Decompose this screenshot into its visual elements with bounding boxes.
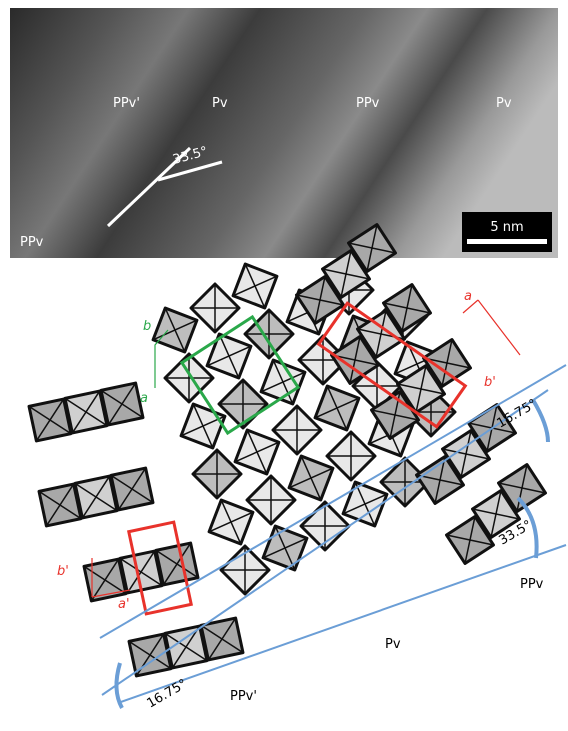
axis-label: a bbox=[464, 289, 472, 304]
axis-label: b' bbox=[484, 375, 496, 390]
phase-label: Pv bbox=[385, 637, 401, 652]
axis-arrow bbox=[463, 300, 520, 355]
polyhedron bbox=[247, 476, 295, 524]
axis-label: a' bbox=[118, 597, 130, 612]
angle-label: 16.75° bbox=[145, 677, 190, 712]
axis-label: b' bbox=[57, 564, 69, 579]
polyhedron bbox=[191, 284, 239, 332]
polyhedron bbox=[165, 354, 213, 402]
phase-label: PPv' bbox=[113, 96, 140, 111]
polyhedron bbox=[327, 432, 375, 480]
polyhedron bbox=[219, 380, 267, 428]
figure: PPv' Pv PPv Pv PPv 33.5° 5 nm b a a b' b… bbox=[0, 0, 568, 731]
phase-label: Pv bbox=[212, 96, 228, 111]
page: PPv' Pv PPv Pv PPv 33.5° 5 nm b a a b' b… bbox=[0, 0, 568, 731]
phase-label: PPv bbox=[20, 235, 44, 250]
phase-label: PPv bbox=[356, 96, 380, 111]
polyhedron bbox=[273, 406, 321, 454]
axis-label: b bbox=[143, 319, 151, 334]
phase-label: Pv bbox=[496, 96, 512, 111]
phase-label: PPv bbox=[520, 577, 544, 592]
polyhedron bbox=[193, 450, 241, 498]
phase-label: PPv' bbox=[230, 689, 257, 704]
axis-label: a bbox=[140, 391, 148, 406]
scale-bar bbox=[467, 239, 547, 244]
scale-bar-label: 5 nm bbox=[490, 220, 523, 235]
